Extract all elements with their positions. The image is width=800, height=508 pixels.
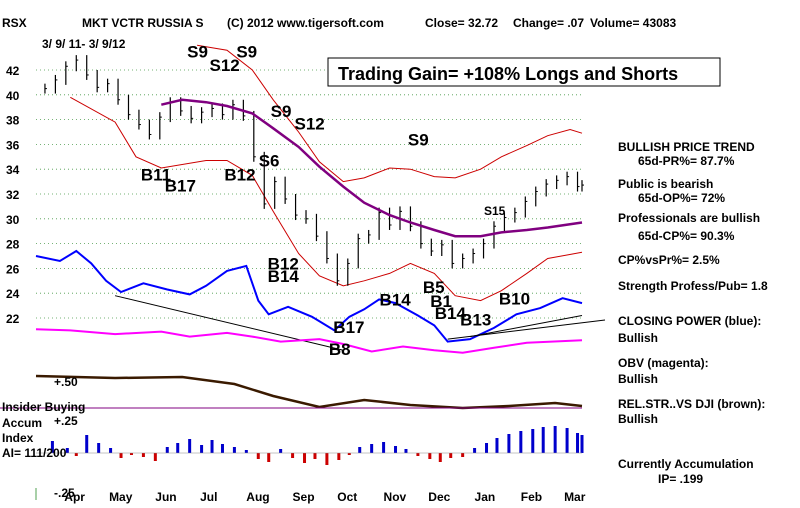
date-range: 3/ 9/ 11- 3/ 9/12 [42,37,126,51]
x-tick-label: Apr [64,490,85,504]
signal-label: B5 [423,278,445,297]
closing-power-path [35,249,583,343]
panel-line: OBV (magenta): [618,356,709,370]
x-tick-label: Dec [428,490,450,504]
obv-line [35,328,583,354]
signal-label: B17 [165,177,196,196]
signal-label: S12 [209,56,239,75]
instrument-name: MKT VCTR RUSSIA S [82,16,204,30]
axes: 22 24 26 28 30 32 34 36 38 40 42 Apr May Jun Jul Aug Sep… [6,64,586,504]
rel-strength-path [35,374,583,410]
y-tick-label: 24 [6,287,20,301]
signal-label: B8 [329,340,351,359]
signal-label: B1 [430,292,452,311]
signal-labels: S9S12S9S9S12S6S9S15B11B17B12B12B14B14B5B… [141,43,530,360]
y-tick-label: 30 [6,213,20,227]
y-tick-label: 34 [6,163,20,177]
y-tick-label: 36 [6,138,20,152]
panel-line: BULLISH PRICE TREND [618,140,755,154]
relative-strength-line [35,374,583,410]
copyright: (C) 2012 www.tigersoft.com [227,16,384,30]
signal-label: B12 [268,255,299,274]
y-tick-label: 22 [6,312,20,326]
panel-line: Currently Accumulation [618,457,754,471]
signal-label: B17 [333,318,364,337]
panel-line: Bullish [618,372,658,386]
obv-path [35,328,583,354]
x-tick-label: May [109,490,133,504]
signal-label: B14 [380,291,412,310]
grid-lines [36,69,582,319]
x-tick-label: Jan [475,490,496,504]
signal-label: S9 [408,131,429,150]
signal-label: B14 [268,267,300,286]
x-tick-label: Jul [200,490,217,504]
moving-average-65d [161,98,583,238]
x-tick-label: Oct [337,490,357,504]
y-tick-label: 42 [6,64,20,78]
y-tick-label: 26 [6,262,20,276]
signal-label: B13 [460,310,491,329]
accum-label: Accum [2,416,42,430]
signal-label: S9 [271,102,292,121]
panel-line: 65d-OP%= 72% [638,191,725,205]
y-tick-label: 32 [6,188,20,202]
panel-line: Strength Profess/Pub= 1.8 [618,279,768,293]
trading-gain-banner: Trading Gain= +108% Longs and Shorts [338,64,678,84]
panel-line: REL.STR..VS DJI (brown): [618,397,765,411]
x-tick-label: Mar [564,490,586,504]
y-tick-label: 40 [6,89,20,103]
x-tick-label: Jun [155,490,176,504]
y-tick-label: 38 [6,114,20,128]
accum-scale-label: +.50 [54,375,78,389]
ma-65d-line [161,98,583,238]
signal-label: S9 [187,43,208,62]
cp-trendline [114,295,344,351]
panel-line: CP%vsPr%= 2.5% [618,253,720,267]
signal-label: S15 [484,204,506,218]
accum-label: Insider Buying [2,400,85,414]
panel-line: 65d-CP%= 90.3% [638,229,735,243]
close-price: Close= 32.72 [425,16,498,30]
accum-scale-label: -.25 [54,486,75,500]
panel-line: 65d-PR%= 87.7% [638,154,735,168]
panel-line: Public is bearish [618,177,713,191]
cp-trendline [470,315,583,338]
signal-label: B14 [435,304,467,323]
lower-band [70,96,583,302]
signal-label: S9 [236,43,257,62]
accum-label: Index [2,431,34,445]
x-tick-label: Feb [521,490,542,504]
panel-line: Bullish [618,412,658,426]
trading-gain-banner-frame [327,57,721,87]
signal-label: S6 [259,152,280,171]
panel-line: CLOSING POWER (blue): [618,314,761,328]
y-tick-label: 28 [6,238,20,252]
closing-power-pointer [447,319,606,340]
signal-label: B12 [224,165,255,184]
accum-label: AI= 111/200 [2,446,67,460]
signal-label: B10 [499,289,530,308]
price-bands [70,44,583,302]
signal-label: B11 [141,165,171,184]
panel-line: Bullish [618,331,658,345]
x-tick-label: Nov [384,490,407,504]
signal-label: S12 [295,115,325,134]
closing-power-line [35,249,606,351]
panel-line: Professionals are bullish [618,211,760,225]
price-change: Change= .07 [513,16,584,30]
accum-scale-label: +.25 [54,414,78,428]
x-tick-label: Sep [293,490,315,504]
price-series [44,55,584,286]
ticker-symbol: RSX [2,16,27,30]
x-tick-label: Aug [246,490,269,504]
volume: Volume= 43083 [590,16,676,30]
upper-band [197,44,583,183]
panel-line: IP= .199 [658,472,703,486]
